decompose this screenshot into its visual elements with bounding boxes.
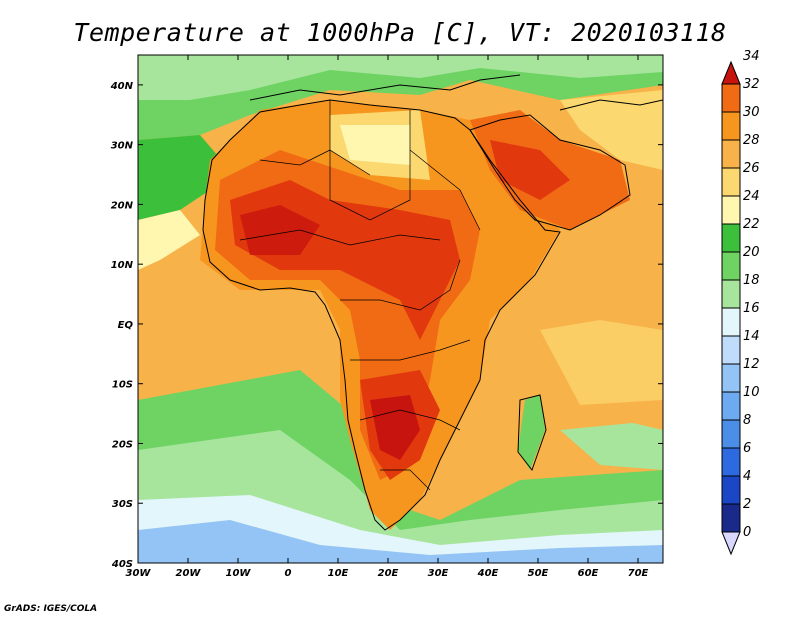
colorbar-label: 30 [743, 105, 760, 120]
lat-tick-label: 20S [112, 439, 133, 450]
colorbar-swatch [721, 391, 741, 421]
colorbar-label: 34 [743, 49, 760, 64]
lon-tick-label: 10W [226, 568, 252, 579]
lat-tick-label: EQ [118, 320, 134, 331]
map-title: Temperature at 1000hPa [C], VT: 20201031… [73, 18, 727, 47]
colorbar-label: 28 [743, 133, 760, 148]
colorbar-swatch [721, 447, 741, 477]
colorbar-swatch [721, 335, 741, 365]
colorbar-swatch [721, 139, 741, 169]
colorbar-label: 16 [743, 301, 760, 316]
colorbar-label: 0 [743, 525, 751, 540]
lon-tick-label: 20W [176, 568, 202, 579]
colorbar-label: 26 [743, 161, 760, 176]
colorbar-label: 8 [743, 413, 751, 428]
colorbar-swatch [721, 83, 741, 113]
lat-tick-label: 40N [110, 81, 134, 92]
lat-tick-label: 30N [111, 141, 134, 152]
lon-tick-label: 0 [285, 568, 292, 579]
colorbar-swatch [721, 195, 741, 225]
latitude-axis: 40N 30N 20N 10N EQ 10S 20S 30S 40S [110, 81, 663, 570]
lat-tick-label: 40S [111, 559, 133, 570]
colorbar-swatch [721, 503, 741, 533]
lon-tick-label: 60E [578, 568, 599, 579]
colorbar [721, 60, 741, 556]
lon-tick-label: 50E [528, 568, 549, 579]
colorbar-label: 20 [743, 245, 760, 260]
colorbar-label: 24 [743, 189, 760, 204]
coastlines [202, 74, 663, 531]
colorbar-low-arrow [721, 531, 741, 556]
colorbar-label: 6 [743, 441, 751, 456]
colorbar-swatch [721, 475, 741, 505]
plot-frame [137, 54, 664, 564]
lon-tick-label: 30E [428, 568, 449, 579]
colorbar-swatch [721, 251, 741, 281]
credit-text: GrADS: IGES/COLA [4, 604, 98, 614]
colorbar-label: 2 [743, 497, 751, 512]
colorbar-swatch [721, 419, 741, 449]
colorbar-swatch [721, 111, 741, 141]
lat-tick-label: 10S [112, 380, 133, 391]
country-borders [239, 100, 481, 491]
lon-tick-label: 70E [628, 568, 649, 579]
lon-tick-label: 30W [126, 568, 152, 579]
colorbar-swatch [721, 167, 741, 197]
colorbar-label: 10 [743, 385, 760, 400]
colorbar-label: 22 [743, 217, 760, 232]
colorbar-swatch [721, 279, 741, 309]
lon-tick-label: 20E [378, 568, 399, 579]
colorbar-swatch [721, 363, 741, 393]
lat-tick-label: 20N [111, 200, 134, 211]
colorbar-high-arrow [721, 60, 741, 85]
colorbar-label: 18 [743, 273, 760, 288]
lon-tick-label: 10E [328, 568, 349, 579]
colorbar-swatch [721, 307, 741, 337]
lat-tick-label: 10N [111, 260, 134, 271]
lon-tick-label: 40E [477, 568, 499, 579]
colorbar-label: 12 [743, 357, 760, 372]
colorbar-label: 4 [743, 469, 751, 484]
colorbar-swatch [721, 223, 741, 253]
longitude-axis: 30W 20W 10W 0 10E 20E 30E 40E 50E 60E 70E [126, 55, 649, 579]
colorbar-label: 14 [743, 329, 760, 344]
lat-tick-label: 30S [112, 499, 133, 510]
temperature-field [138, 55, 663, 563]
colorbar-label: 32 [743, 77, 760, 92]
